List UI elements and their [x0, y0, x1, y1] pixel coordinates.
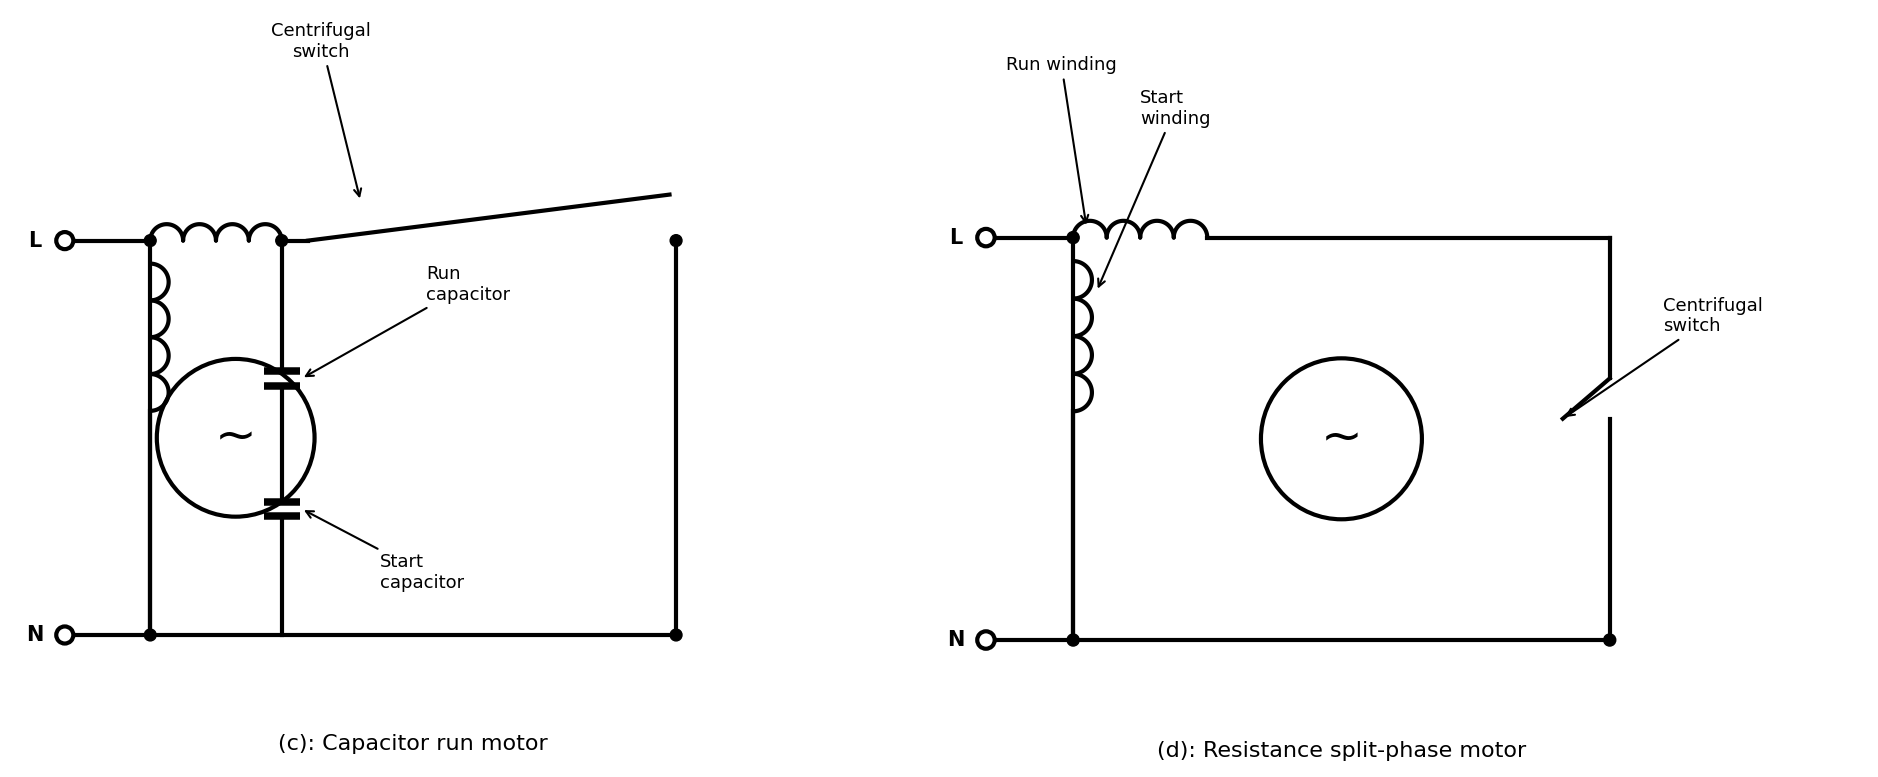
Text: Start
capacitor: Start capacitor: [306, 511, 464, 591]
Text: L: L: [28, 231, 41, 251]
Text: Centrifugal
switch: Centrifugal switch: [1566, 297, 1763, 416]
Text: (d): Resistance split-phase motor: (d): Resistance split-phase motor: [1157, 740, 1527, 761]
Text: Start
winding: Start winding: [1099, 89, 1211, 287]
Circle shape: [977, 229, 995, 246]
Text: L: L: [948, 228, 962, 248]
Text: ~: ~: [214, 414, 257, 462]
Circle shape: [56, 626, 73, 643]
Circle shape: [56, 232, 73, 249]
Circle shape: [977, 631, 995, 649]
Text: (c): Capacitor run motor: (c): Capacitor run motor: [278, 733, 548, 754]
Text: N: N: [26, 625, 43, 645]
Circle shape: [670, 235, 682, 246]
Circle shape: [670, 629, 682, 641]
Text: ~: ~: [1320, 415, 1362, 463]
Circle shape: [1604, 634, 1615, 646]
Circle shape: [1067, 232, 1080, 244]
Circle shape: [1067, 634, 1080, 646]
Text: Run winding: Run winding: [1007, 56, 1117, 222]
Circle shape: [276, 235, 287, 246]
Text: Run
capacitor: Run capacitor: [306, 265, 511, 376]
Circle shape: [145, 629, 156, 641]
Text: N: N: [947, 630, 965, 650]
Text: Centrifugal
switch: Centrifugal switch: [270, 22, 372, 197]
Circle shape: [145, 235, 156, 246]
